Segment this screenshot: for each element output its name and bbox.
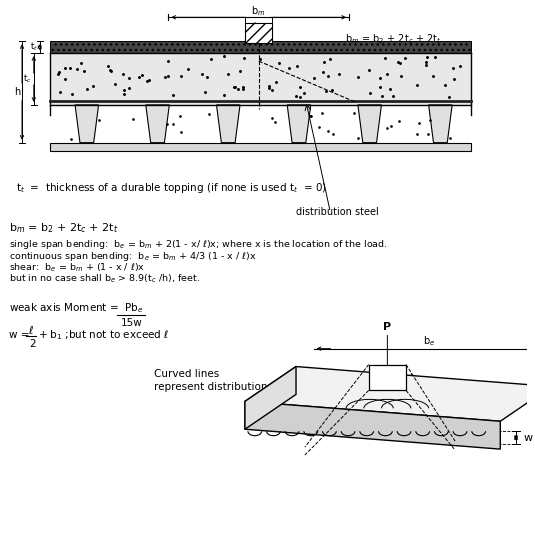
- Text: distribution steel: distribution steel: [296, 207, 379, 217]
- Text: b$_2$: b$_2$: [383, 393, 394, 406]
- Polygon shape: [245, 366, 296, 429]
- Polygon shape: [287, 105, 311, 143]
- Text: shear:  b$_e$ = b$_m$ + (1 - x / ℓ)x: shear: b$_e$ = b$_m$ + (1 - x / ℓ)x: [9, 262, 146, 274]
- Text: t$_c$: t$_c$: [24, 73, 32, 85]
- Text: t$_t$: t$_t$: [30, 41, 38, 53]
- Text: 15w: 15w: [121, 318, 143, 328]
- Text: b$_e$: b$_e$: [423, 334, 434, 348]
- Text: h: h: [14, 87, 20, 97]
- Bar: [369, 365, 406, 391]
- Text: weak axis Moment =  Pb$_e$: weak axis Moment = Pb$_e$: [9, 301, 144, 315]
- Text: Curved lines: Curved lines: [154, 370, 219, 380]
- Text: + b$_1$ ;but not to exceed ℓ: + b$_1$ ;but not to exceed ℓ: [38, 328, 169, 342]
- Polygon shape: [429, 105, 452, 143]
- Text: b$_m$ = b$_2$ + 2t$_c$ + 2t$_t$: b$_m$ = b$_2$ + 2t$_c$ + 2t$_t$: [9, 222, 119, 235]
- Polygon shape: [146, 105, 170, 143]
- Text: b$_2$: b$_2$: [254, 20, 264, 33]
- Polygon shape: [358, 105, 381, 143]
- Bar: [50, 143, 471, 150]
- Polygon shape: [75, 105, 98, 143]
- Text: P: P: [384, 322, 392, 332]
- Text: w =: w =: [9, 329, 33, 340]
- Polygon shape: [217, 105, 240, 143]
- Bar: [50, 53, 471, 105]
- Text: but in no case shall b$_e$ > 8.9(t$_c$ /h), feet.: but in no case shall b$_e$ > 8.9(t$_c$ /…: [9, 273, 200, 285]
- Bar: [50, 41, 471, 53]
- Text: b$_m$: b$_m$: [251, 4, 266, 18]
- Text: b$_m$ = b$_2$ + 2t$_c$ + 2t$_t$: b$_m$ = b$_2$ + 2t$_c$ + 2t$_t$: [345, 33, 441, 46]
- Text: single span bending:  b$_e$ = b$_m$ + 2(1 - x/ ℓ)x; where x is the location of t: single span bending: b$_e$ = b$_m$ + 2(1…: [9, 237, 388, 251]
- Bar: [245, 23, 272, 43]
- Text: t$_t$  =  thickness of a durable topping (if none is used t$_t$  = 0): t$_t$ = thickness of a durable topping (…: [16, 181, 327, 196]
- Text: 2: 2: [29, 339, 35, 349]
- Text: w: w: [524, 433, 533, 442]
- Polygon shape: [245, 401, 500, 449]
- Text: ℓ: ℓ: [28, 326, 33, 336]
- Text: represent distribution of force.: represent distribution of force.: [154, 382, 314, 392]
- Text: continuous span bending:  b$_e$ = b$_m$ + 4/3 (1 - x / ℓ)x: continuous span bending: b$_e$ = b$_m$ +…: [9, 250, 257, 263]
- Text: b$_1$: b$_1$: [409, 371, 421, 383]
- Polygon shape: [245, 366, 535, 422]
